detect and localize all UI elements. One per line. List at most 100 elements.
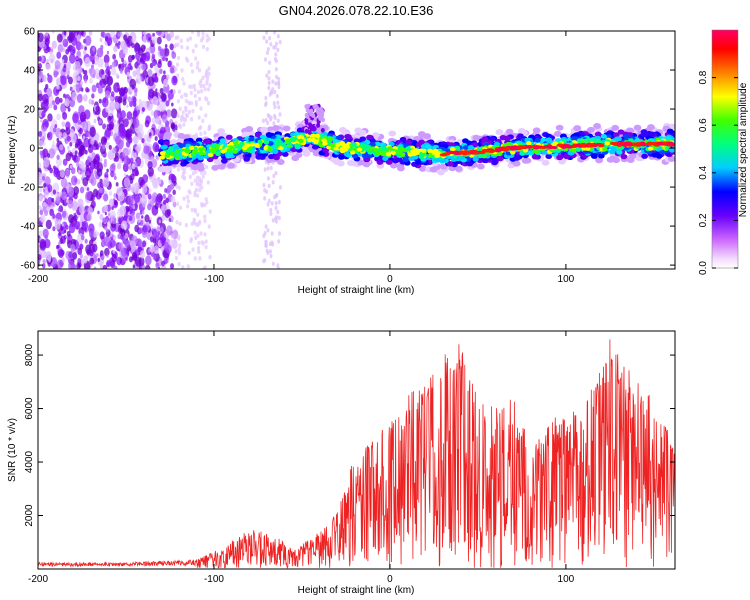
noise-blob xyxy=(161,113,168,123)
ridge-blob xyxy=(198,151,204,156)
noise-blob xyxy=(176,113,180,118)
noise-blob xyxy=(198,256,202,261)
noise-blob xyxy=(58,231,62,237)
noise-blob xyxy=(163,47,170,57)
noise-blob xyxy=(191,108,195,114)
noise-blob xyxy=(98,98,102,104)
noise-blob xyxy=(204,96,208,101)
ridge-blob xyxy=(375,151,381,156)
noise-blob xyxy=(124,232,129,240)
noise-blob xyxy=(123,87,128,94)
ridge-blob xyxy=(260,126,268,133)
ridge-blob xyxy=(298,138,304,143)
ridge-blob xyxy=(387,146,393,151)
noise-blob xyxy=(102,177,110,188)
ridge-blob xyxy=(388,130,397,137)
noise-blob xyxy=(47,74,53,84)
noise-blob xyxy=(184,113,189,118)
noise-blob xyxy=(65,67,71,75)
noise-blob xyxy=(130,240,137,250)
noise-blob xyxy=(63,31,67,36)
noise-blob xyxy=(81,162,86,171)
noise-blob xyxy=(115,72,119,78)
noise-blob xyxy=(159,87,164,95)
ridge-blob xyxy=(333,158,342,165)
noise-blob xyxy=(64,229,67,234)
ridge-blob xyxy=(633,124,642,131)
noise-blob xyxy=(106,37,113,46)
noise-blob xyxy=(203,232,207,237)
ridge-blob xyxy=(495,129,504,136)
noise-blob xyxy=(118,242,124,251)
ridge-blob xyxy=(623,134,630,140)
noise-blob xyxy=(66,135,71,142)
noise-blob xyxy=(51,100,56,106)
ridge-blob xyxy=(597,153,605,159)
noise-blob xyxy=(63,93,66,98)
noise-blob xyxy=(166,74,170,80)
noise-blob xyxy=(208,209,212,214)
noise-blob xyxy=(82,177,89,187)
noise-blob xyxy=(170,122,176,130)
ridge-blob xyxy=(399,152,405,158)
ridge-blob xyxy=(329,143,336,148)
noise-blob xyxy=(150,155,155,162)
noise-blob xyxy=(267,183,271,189)
noise-blob xyxy=(157,60,162,69)
noise-blob xyxy=(140,151,146,159)
noise-blob xyxy=(195,181,199,187)
noise-blob xyxy=(63,64,67,69)
noise-blob xyxy=(206,180,210,185)
noise-blob xyxy=(155,88,158,92)
noise-blob xyxy=(269,211,273,216)
noise-blob xyxy=(270,201,274,206)
ridge-blob xyxy=(322,147,330,153)
ridge-blob xyxy=(172,152,179,157)
noise-blob xyxy=(106,50,110,55)
noise-blob xyxy=(272,101,276,106)
noise-blob xyxy=(199,89,204,94)
noise-blob xyxy=(199,131,203,137)
ridge-blob xyxy=(227,162,235,169)
noise-blob xyxy=(129,157,134,164)
noise-blob xyxy=(197,31,201,35)
noise-blob xyxy=(184,105,188,111)
ridge-blob xyxy=(399,136,407,143)
noise-blob xyxy=(99,250,104,256)
noise-blob xyxy=(99,213,104,221)
ridge-blob xyxy=(310,133,317,138)
ridge-blob xyxy=(320,127,325,133)
noise-blob xyxy=(122,99,127,106)
noise-blob xyxy=(193,190,197,195)
noise-blob xyxy=(79,186,85,194)
ridge-blob xyxy=(298,134,304,139)
noise-blob xyxy=(170,108,178,119)
noise-blob xyxy=(80,87,84,92)
noise-blob xyxy=(60,235,66,244)
ridge-blob xyxy=(302,150,311,157)
noise-blob xyxy=(264,31,268,35)
spectrogram-marks xyxy=(38,31,675,269)
noise-blob xyxy=(119,205,127,216)
noise-blob xyxy=(73,192,78,200)
noise-blob xyxy=(268,60,272,65)
noise-blob xyxy=(163,241,169,251)
ridge-blob xyxy=(259,134,266,140)
noise-blob xyxy=(266,47,270,52)
ridge-blob xyxy=(203,138,211,144)
ridge-blob xyxy=(255,154,263,160)
noise-blob xyxy=(192,220,196,225)
ridge-blob xyxy=(198,147,204,152)
ridge-blob xyxy=(220,158,228,164)
noise-blob xyxy=(64,98,70,107)
noise-blob xyxy=(169,66,175,74)
noise-blob xyxy=(142,200,147,208)
ridge-blob xyxy=(172,159,179,165)
noise-blob xyxy=(139,250,146,259)
noise-blob xyxy=(52,127,57,133)
noise-blob xyxy=(52,213,56,219)
noise-blob xyxy=(173,43,178,48)
noise-blob xyxy=(72,113,79,124)
noise-blob xyxy=(68,76,73,85)
